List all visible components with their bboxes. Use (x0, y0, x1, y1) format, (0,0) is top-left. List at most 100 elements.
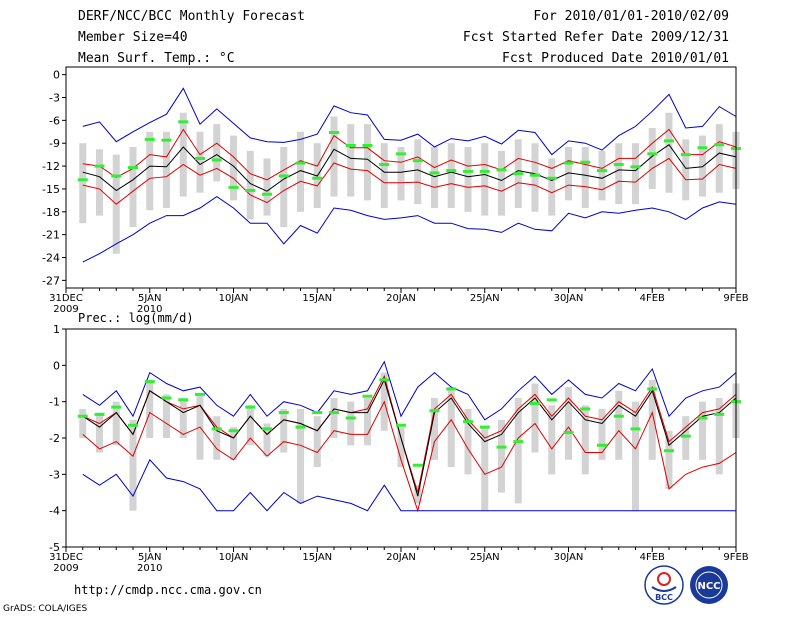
mean-line (82, 378, 737, 497)
spread-bar (230, 427, 237, 460)
marker-point (513, 172, 524, 176)
spread-bar (246, 405, 254, 446)
y-tick-label: -4 (49, 505, 60, 518)
spread-bar (699, 401, 706, 460)
spread-bar (146, 379, 154, 438)
x-tick-label: 9FEB (723, 293, 748, 304)
spread-bar (330, 398, 338, 438)
spread-bar (498, 419, 505, 493)
marker-point (714, 412, 725, 416)
y-tick-label: -18 (42, 206, 60, 219)
spread-bar (364, 124, 371, 201)
marker-point (530, 173, 540, 177)
header-left: DERF/NCC/BCC Monthly Forecast Member Siz… (78, 9, 305, 72)
marker-point (262, 427, 272, 431)
chart-title: DERF/NCC/BCC Monthly Forecast (78, 9, 305, 24)
spread-bar (665, 430, 673, 489)
p10-line (82, 400, 737, 513)
y-tick-label: 1 (53, 323, 60, 336)
spread-bar (715, 124, 723, 193)
spread-bar (682, 416, 690, 460)
spread-bar (347, 401, 355, 446)
x-tick-label: 4FEB (640, 552, 665, 563)
marker-point (144, 380, 155, 384)
variable-label: Mean Surf. Temp.: °C (78, 51, 235, 66)
marker-point (128, 423, 138, 427)
spread-bar (648, 379, 656, 460)
spread-bar (263, 423, 271, 457)
spread-bar (581, 147, 589, 208)
marker-point (111, 174, 122, 178)
marker-point (680, 434, 691, 438)
spread-bar (146, 131, 154, 211)
start-ref-date: Fcst Started Refer Date 2009/12/31 (462, 30, 729, 45)
marker-point (245, 405, 256, 409)
website-url[interactable]: http://cmdp.ncc.cma.gov.cn (74, 583, 262, 597)
marker-point (128, 166, 138, 170)
marker-point (429, 409, 440, 413)
spread-bar (263, 158, 271, 216)
min-line (82, 458, 736, 512)
y-tick-label: -6 (49, 114, 60, 127)
spread-bar (196, 131, 204, 193)
y-tick-label: -21 (42, 229, 60, 242)
marker-point (479, 169, 490, 173)
marker-point (697, 146, 708, 150)
y-tick-label: -3 (49, 468, 60, 481)
spread-bar (581, 405, 589, 475)
marker-point (446, 169, 457, 173)
spread-bar (481, 143, 489, 216)
y-tick-label: -2 (49, 432, 60, 445)
y-tick-label: -12 (42, 160, 60, 173)
x-tick-year-label: 2010 (137, 563, 162, 574)
spread-bar (79, 143, 87, 224)
marker-point (94, 412, 105, 416)
marker-point (664, 139, 674, 143)
marker-point (496, 168, 507, 172)
spread-bar (531, 383, 539, 453)
x-tick-label: 5JAN (138, 552, 161, 563)
x-tick-label: 25JAN (470, 552, 500, 563)
header-right: For 2010/01/01-2010/02/09 Fcst Started R… (463, 9, 729, 72)
marker-point (563, 431, 574, 435)
spread-bar (112, 401, 120, 446)
x-tick-label: 5JAN (138, 293, 161, 304)
spread-bar (280, 147, 288, 228)
marker-point (429, 171, 440, 175)
marker-point (513, 440, 524, 444)
y-tick-label: -24 (42, 252, 60, 265)
marker-point (580, 407, 591, 411)
spread-bar (531, 143, 539, 212)
spread-bar (498, 150, 505, 216)
spread-bar (699, 135, 706, 197)
y-tick-label: 0 (53, 359, 60, 372)
marker-point (613, 414, 624, 418)
bcc-logo-icon: BCC (644, 565, 684, 605)
marker-point (195, 392, 205, 396)
spread-bar (129, 419, 137, 511)
spread-bar (414, 139, 422, 205)
marker-point (295, 161, 306, 165)
marker-point (195, 156, 205, 160)
marker-point (647, 152, 658, 156)
spread-bar (280, 408, 288, 453)
spread-bar (447, 143, 455, 208)
marker-point (111, 405, 122, 409)
p90-line (82, 128, 737, 181)
member-size: Member Size=40 (78, 30, 188, 45)
marker-point (278, 174, 289, 178)
marker-point (312, 176, 323, 180)
spread-bar (431, 147, 438, 208)
spread-bar (297, 131, 304, 212)
spread-bar (431, 398, 438, 460)
x-tick-label: 30JAN (554, 552, 584, 563)
marker-point (161, 396, 172, 400)
spread-bar (447, 387, 455, 468)
grads-credit: GrADS: COLA/IGES (3, 604, 88, 614)
spread-bar (648, 127, 656, 189)
x-tick-label: 15JAN (302, 552, 332, 563)
spread-bar (548, 158, 556, 216)
x-tick-label: 20JAN (386, 552, 416, 563)
spread-bar (548, 405, 556, 475)
